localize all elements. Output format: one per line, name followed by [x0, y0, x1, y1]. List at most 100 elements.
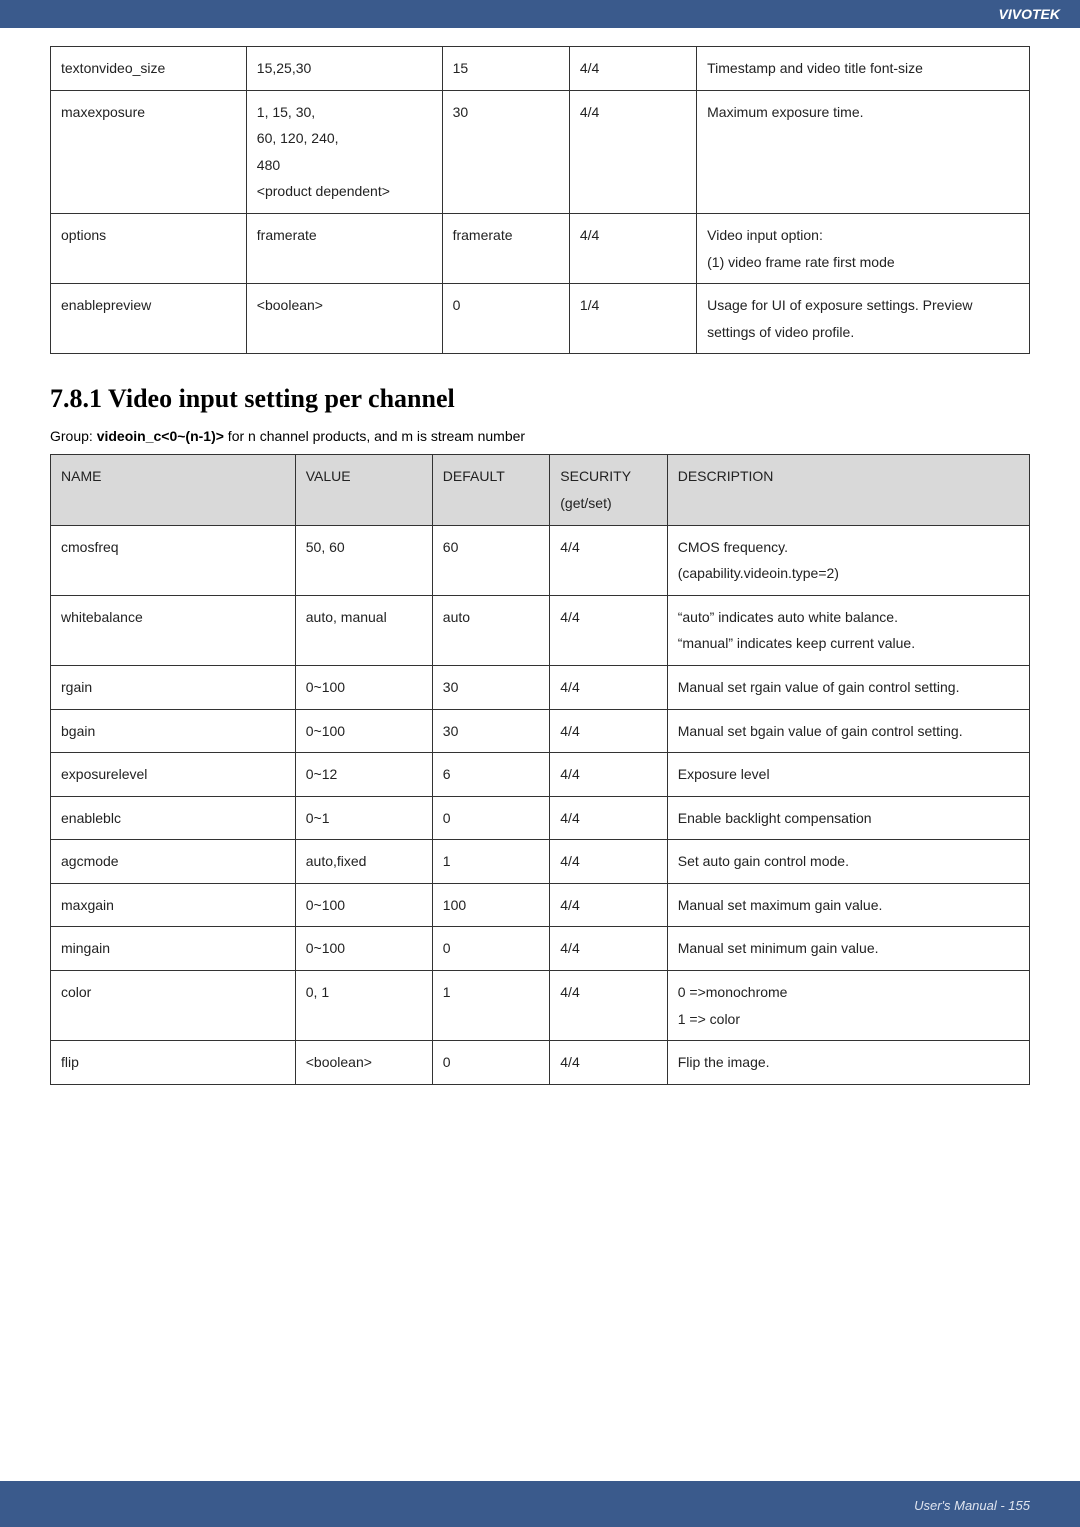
table-row: optionsframerateframerate4/4Video input …: [51, 213, 1030, 283]
th-desc: DESCRIPTION: [667, 455, 1029, 525]
cell-default: 0: [432, 1041, 549, 1085]
table-row: enableblc0~104/4Enable backlight compens…: [51, 796, 1030, 840]
cell-desc: Manual set minimum gain value.: [667, 927, 1029, 971]
table-row: color0, 114/40 =>monochrome 1 => color: [51, 971, 1030, 1041]
cell-desc: “auto” indicates auto white balance. “ma…: [667, 595, 1029, 665]
cell-desc: CMOS frequency. (capability.videoin.type…: [667, 525, 1029, 595]
cell-name: maxexposure: [51, 90, 247, 213]
cell-name: textonvideo_size: [51, 47, 247, 91]
table-row: mingain0~10004/4Manual set minimum gain …: [51, 927, 1030, 971]
table-row: cmosfreq50, 60604/4CMOS frequency. (capa…: [51, 525, 1030, 595]
cell-value: 0~1: [295, 796, 432, 840]
cell-default: auto: [432, 595, 549, 665]
cell-security: 4/4: [550, 525, 667, 595]
brand-header: VIVOTEK: [0, 0, 1080, 28]
cell-name: agcmode: [51, 840, 296, 884]
table-row: rgain0~100304/4Manual set rgain value of…: [51, 665, 1030, 709]
cell-security: 1/4: [569, 284, 696, 354]
cell-security: 4/4: [550, 595, 667, 665]
table-1: textonvideo_size15,25,30154/4Timestamp a…: [50, 46, 1030, 354]
group-line: Group: videoin_c<0~(n-1)> for n channel …: [50, 428, 1030, 444]
table-2: NAME VALUE DEFAULT SECURITY (get/set) DE…: [50, 454, 1030, 1085]
cell-desc: 0 =>monochrome 1 => color: [667, 971, 1029, 1041]
cell-value: 0~100: [295, 927, 432, 971]
cell-value: auto, manual: [295, 595, 432, 665]
cell-default: 60: [432, 525, 549, 595]
group-suffix: for n channel products, and m is stream …: [224, 428, 525, 444]
cell-desc: Manual set bgain value of gain control s…: [667, 709, 1029, 753]
cell-value: 0, 1: [295, 971, 432, 1041]
cell-name: exposurelevel: [51, 753, 296, 797]
table-2-header-row: NAME VALUE DEFAULT SECURITY (get/set) DE…: [51, 455, 1030, 525]
table-row: exposurelevel0~1264/4Exposure level: [51, 753, 1030, 797]
cell-name: enableblc: [51, 796, 296, 840]
cell-desc: Timestamp and video title font-size: [697, 47, 1030, 91]
table-row: maxexposure1, 15, 30, 60, 120, 240, 480 …: [51, 90, 1030, 213]
cell-security: 4/4: [550, 883, 667, 927]
cell-name: bgain: [51, 709, 296, 753]
section-title: 7.8.1 Video input setting per channel: [50, 384, 1030, 414]
cell-value: <boolean>: [295, 1041, 432, 1085]
cell-name: mingain: [51, 927, 296, 971]
cell-name: enablepreview: [51, 284, 247, 354]
cell-security: 4/4: [569, 213, 696, 283]
cell-value: 15,25,30: [246, 47, 442, 91]
cell-default: 1: [432, 840, 549, 884]
cell-desc: Manual set rgain value of gain control s…: [667, 665, 1029, 709]
cell-security: 4/4: [550, 709, 667, 753]
th-name: NAME: [51, 455, 296, 525]
cell-value: <boolean>: [246, 284, 442, 354]
cell-default: framerate: [442, 213, 569, 283]
cell-value: auto,fixed: [295, 840, 432, 884]
table-row: enablepreview<boolean>01/4Usage for UI o…: [51, 284, 1030, 354]
table-row: bgain0~100304/4Manual set bgain value of…: [51, 709, 1030, 753]
cell-value: 50, 60: [295, 525, 432, 595]
cell-default: 15: [442, 47, 569, 91]
cell-security: 4/4: [569, 90, 696, 213]
footer-text: User's Manual - 155: [914, 1498, 1030, 1513]
cell-desc: Video input option: (1) video frame rate…: [697, 213, 1030, 283]
cell-value: 0~100: [295, 665, 432, 709]
cell-security: 4/4: [550, 796, 667, 840]
page: VIVOTEK textonvideo_size15,25,30154/4Tim…: [0, 0, 1080, 1527]
table-row: maxgain0~1001004/4Manual set maximum gai…: [51, 883, 1030, 927]
cell-default: 6: [432, 753, 549, 797]
th-value: VALUE: [295, 455, 432, 525]
cell-security: 4/4: [569, 47, 696, 91]
cell-default: 1: [432, 971, 549, 1041]
cell-name: maxgain: [51, 883, 296, 927]
cell-value: 0~12: [295, 753, 432, 797]
cell-name: color: [51, 971, 296, 1041]
cell-name: whitebalance: [51, 595, 296, 665]
table-row: whitebalanceauto, manualauto4/4“auto” in…: [51, 595, 1030, 665]
cell-name: cmosfreq: [51, 525, 296, 595]
cell-desc: Exposure level: [667, 753, 1029, 797]
cell-value: 1, 15, 30, 60, 120, 240, 480 <product de…: [246, 90, 442, 213]
cell-desc: Enable backlight compensation: [667, 796, 1029, 840]
cell-default: 0: [432, 927, 549, 971]
table-row: flip<boolean>04/4Flip the image.: [51, 1041, 1030, 1085]
cell-security: 4/4: [550, 840, 667, 884]
cell-default: 30: [432, 709, 549, 753]
cell-default: 0: [432, 796, 549, 840]
table-row: agcmodeauto,fixed14/4Set auto gain contr…: [51, 840, 1030, 884]
cell-security: 4/4: [550, 971, 667, 1041]
cell-value: 0~100: [295, 883, 432, 927]
cell-name: flip: [51, 1041, 296, 1085]
cell-desc: Manual set maximum gain value.: [667, 883, 1029, 927]
table-row: textonvideo_size15,25,30154/4Timestamp a…: [51, 47, 1030, 91]
cell-security: 4/4: [550, 665, 667, 709]
cell-desc: Usage for UI of exposure settings. Previ…: [697, 284, 1030, 354]
cell-default: 30: [442, 90, 569, 213]
cell-security: 4/4: [550, 927, 667, 971]
group-code: videoin_c<0~(n-1)>: [97, 428, 224, 444]
cell-value: 0~100: [295, 709, 432, 753]
cell-security: 4/4: [550, 1041, 667, 1085]
cell-name: options: [51, 213, 247, 283]
cell-default: 0: [442, 284, 569, 354]
cell-security: 4/4: [550, 753, 667, 797]
cell-desc: Set auto gain control mode.: [667, 840, 1029, 884]
cell-desc: Flip the image.: [667, 1041, 1029, 1085]
th-security: SECURITY (get/set): [550, 455, 667, 525]
cell-default: 100: [432, 883, 549, 927]
